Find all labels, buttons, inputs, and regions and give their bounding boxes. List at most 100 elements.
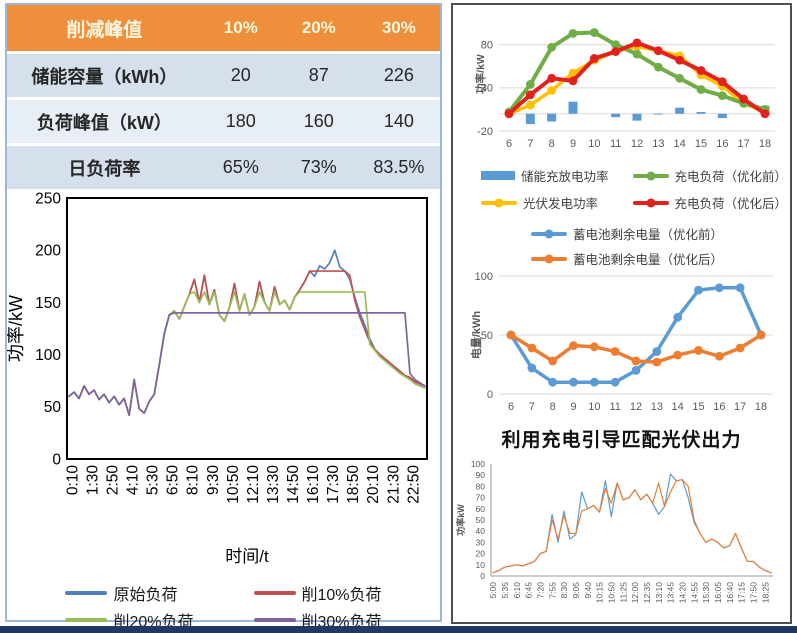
svg-text:9:30: 9:30 bbox=[205, 465, 222, 496]
marker-dot bbox=[494, 198, 504, 207]
svg-text:13:45: 13:45 bbox=[666, 582, 676, 604]
table-cell: 160 bbox=[303, 111, 334, 131]
svg-text:10: 10 bbox=[476, 560, 486, 570]
table-cell: 日负荷率 bbox=[68, 158, 141, 179]
svg-text:50: 50 bbox=[44, 399, 62, 416]
marker-dot bbox=[544, 229, 554, 238]
svg-text:0: 0 bbox=[487, 389, 493, 401]
legend-label: 储能充放电功率 bbox=[521, 170, 609, 184]
svg-text:14: 14 bbox=[672, 401, 684, 413]
marker-dot bbox=[646, 171, 656, 180]
svg-text:50: 50 bbox=[476, 515, 486, 525]
table-header-cell: 30% bbox=[381, 18, 416, 37]
svg-text:11: 11 bbox=[610, 138, 621, 150]
marker-dot bbox=[646, 198, 656, 207]
line-swatch bbox=[65, 618, 108, 622]
svg-text:0: 0 bbox=[52, 451, 61, 468]
svg-text:8:30: 8:30 bbox=[559, 582, 569, 599]
svg-text:6:50: 6:50 bbox=[165, 465, 182, 496]
svg-text:18:25: 18:25 bbox=[760, 582, 770, 604]
svg-text:6:10: 6:10 bbox=[512, 582, 522, 599]
bar-swatch bbox=[481, 171, 515, 180]
svg-text:5:35: 5:35 bbox=[500, 582, 510, 599]
svg-text:13: 13 bbox=[652, 138, 664, 150]
legend-item: 蓄电池剩余电量（优化前） bbox=[531, 224, 723, 243]
svg-text:13: 13 bbox=[651, 401, 663, 413]
svg-text:14: 14 bbox=[674, 138, 686, 150]
table-cell: 180 bbox=[225, 111, 256, 131]
line-swatch bbox=[253, 591, 296, 595]
table-row: 日负荷率 65% 73% 83.5% bbox=[7, 146, 440, 189]
svg-text:200: 200 bbox=[35, 243, 61, 260]
svg-text:16:05: 16:05 bbox=[713, 582, 723, 604]
svg-text:60: 60 bbox=[476, 504, 486, 514]
peak-reduction-table: 削减峰值 10% 20% 30% 储能容量（kWh） 20 87 226 负荷峰… bbox=[7, 5, 440, 189]
svg-text:11:25: 11:25 bbox=[618, 582, 628, 603]
svg-text:9:40: 9:40 bbox=[583, 582, 593, 599]
svg-text:90: 90 bbox=[476, 470, 486, 480]
svg-text:6: 6 bbox=[508, 401, 514, 413]
table-cell: 65% bbox=[222, 157, 259, 177]
svg-text:80: 80 bbox=[481, 39, 493, 51]
svg-text:12: 12 bbox=[631, 138, 643, 150]
svg-text:16:10: 16:10 bbox=[305, 465, 322, 504]
svg-text:6:45: 6:45 bbox=[524, 582, 534, 599]
svg-text:时间/t: 时间/t bbox=[225, 547, 269, 566]
svg-text:-20: -20 bbox=[477, 126, 493, 138]
svg-text:12:35: 12:35 bbox=[642, 582, 652, 604]
svg-text:9: 9 bbox=[570, 401, 576, 413]
line-swatch bbox=[632, 198, 669, 207]
legend-item: 光伏发电功率 bbox=[481, 193, 609, 212]
table-cell: 83.5% bbox=[373, 157, 425, 177]
svg-text:7: 7 bbox=[527, 138, 533, 150]
middle-caption: 利用充电引导匹配光伏出力 bbox=[501, 430, 742, 451]
svg-text:21:30: 21:30 bbox=[385, 465, 402, 504]
battery-soc-chart: 0 50 100 6 7 8 9 10 11 12 13 14 15 16 17 18 电量/kWh bbox=[469, 271, 773, 413]
pv-charging-legend: 储能充放电功率 充电负荷（优化前） 光伏发电功率 充电负荷（优化后） bbox=[453, 158, 790, 216]
legend-label: 蓄电池剩余电量（优化后） bbox=[573, 253, 724, 267]
line-swatch bbox=[531, 229, 567, 238]
legend-item: 原始负荷 bbox=[65, 581, 193, 605]
svg-text:20: 20 bbox=[476, 549, 486, 559]
load-curve-chart: 0 50 100 150 200 250 0:10 1:30 2:50 4:10 5:30 6:50 8… bbox=[6, 190, 428, 566]
line-swatch bbox=[531, 254, 567, 263]
svg-text:0:10: 0:10 bbox=[64, 465, 81, 496]
table-row: 储能容量（kWh） 20 87 226 bbox=[7, 54, 440, 97]
svg-text:6: 6 bbox=[506, 138, 512, 150]
bottom-navy-strip bbox=[0, 626, 797, 633]
svg-text:14:50: 14:50 bbox=[285, 465, 302, 504]
svg-text:18: 18 bbox=[755, 401, 767, 413]
svg-text:14:20: 14:20 bbox=[678, 582, 688, 604]
svg-text:16: 16 bbox=[716, 138, 728, 150]
svg-text:14:55: 14:55 bbox=[689, 582, 699, 604]
legend-item: 储能充放电功率 bbox=[481, 166, 609, 185]
right-panel: -20 30 80 6 7 8 9 10 11 12 13 14 15 16 17 18 功率/kW 储能充放电… bbox=[451, 3, 792, 633]
left-panel: 削减峰值 10% 20% 30% 储能容量（kWh） 20 87 226 负荷峰… bbox=[5, 3, 442, 631]
line-swatch bbox=[65, 591, 108, 595]
table-cell: 负荷峰值（kW） bbox=[36, 112, 172, 133]
svg-text:7:20: 7:20 bbox=[536, 582, 546, 599]
svg-text:4:10: 4:10 bbox=[125, 465, 142, 496]
svg-text:15:30: 15:30 bbox=[701, 582, 711, 604]
svg-text:50: 50 bbox=[481, 330, 493, 342]
table-cell: 储能容量（kWh） bbox=[31, 66, 178, 87]
battery-soc-legend: 蓄电池剩余电量（优化前） 蓄电池剩余电量（优化后） bbox=[453, 216, 790, 270]
svg-text:9:05: 9:05 bbox=[571, 582, 581, 599]
svg-text:11: 11 bbox=[609, 401, 620, 413]
table-row: 负荷峰值（kW） 180 160 140 bbox=[7, 100, 440, 143]
svg-text:10:50: 10:50 bbox=[225, 465, 242, 504]
svg-text:功率kW: 功率kW bbox=[455, 504, 466, 536]
legend-label: 削10%负荷 bbox=[301, 587, 382, 604]
pv-charging-power-chart: -20 30 80 6 7 8 9 10 11 12 13 14 15 16 17 18 功率/kW bbox=[474, 28, 775, 150]
legend-label: 充电负荷（优化后） bbox=[674, 197, 788, 211]
svg-text:100: 100 bbox=[471, 459, 485, 469]
marker-dot bbox=[544, 254, 554, 263]
svg-text:5:00: 5:00 bbox=[488, 582, 498, 599]
svg-text:15: 15 bbox=[695, 138, 707, 150]
svg-text:12:10: 12:10 bbox=[245, 465, 262, 504]
table-cell: 73% bbox=[300, 157, 337, 177]
load-curve-legend: 原始负荷 削10%负荷 削20%负荷 削30%负荷 bbox=[7, 577, 440, 632]
svg-text:17:50: 17:50 bbox=[748, 582, 758, 604]
svg-text:功率/kW: 功率/kW bbox=[7, 295, 26, 362]
